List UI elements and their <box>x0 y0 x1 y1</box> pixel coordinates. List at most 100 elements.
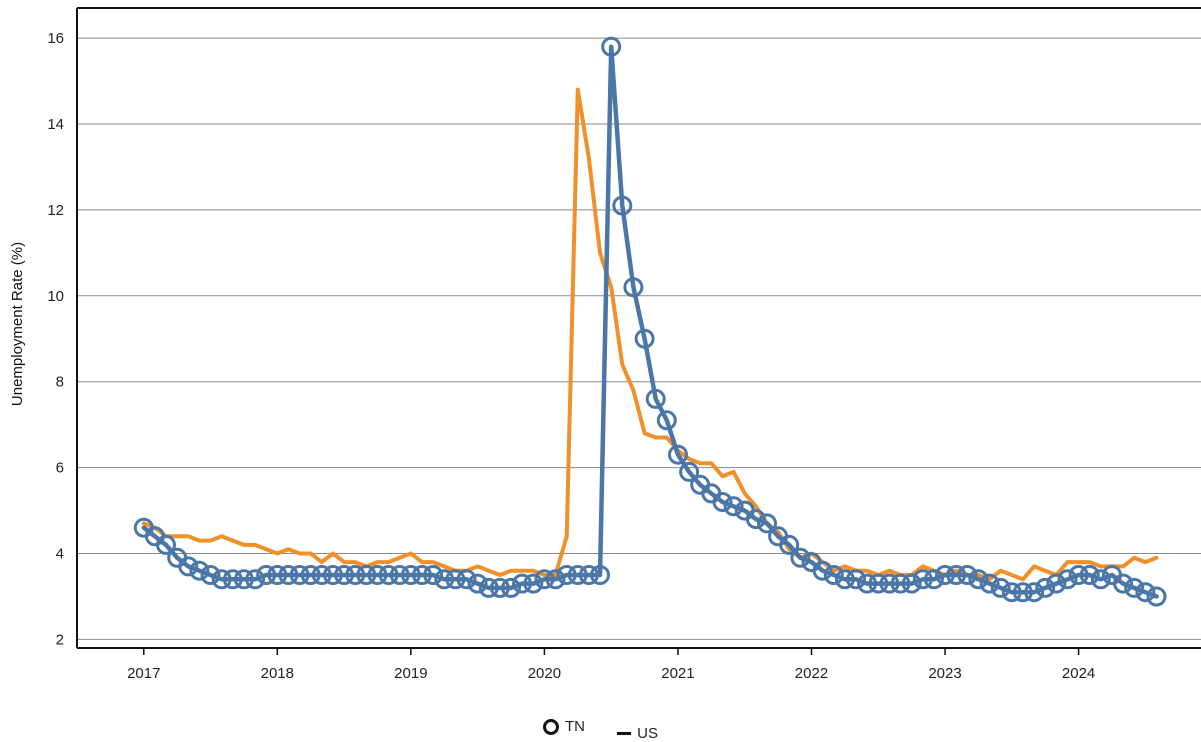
data-point-tn <box>501 577 521 598</box>
data-point-tn <box>423 565 444 585</box>
data-point-tn <box>356 565 377 585</box>
data-point-tn <box>1113 573 1134 594</box>
y-axis-label: Unemployment Rate (%) <box>9 242 26 406</box>
data-point-tn <box>679 461 700 482</box>
data-point-tn <box>334 565 355 585</box>
data-point-tn <box>1057 569 1078 590</box>
data-point-tn <box>868 573 889 594</box>
data-point-tn <box>790 547 811 568</box>
data-point-tn <box>1035 577 1056 598</box>
data-point-tn <box>846 569 866 590</box>
y-tick-label: 16 <box>47 30 64 47</box>
data-point-tn <box>523 573 544 594</box>
data-point-tn <box>256 565 277 585</box>
data-point-tn <box>857 573 878 594</box>
data-point-tn <box>378 565 399 585</box>
data-point-tn <box>489 577 510 598</box>
data-point-tn <box>323 565 343 585</box>
series-us <box>141 87 1159 582</box>
data-point-tn <box>623 277 644 298</box>
data-point-tn <box>178 556 199 577</box>
x-tick-label: 2021 <box>661 665 694 682</box>
data-point-tn <box>1079 565 1100 585</box>
data-point-tn <box>267 565 288 585</box>
data-point-tn <box>300 565 321 585</box>
data-point-tn <box>1012 582 1033 603</box>
data-point-tn <box>1124 577 1145 598</box>
data-point-tn <box>757 513 777 534</box>
data-point-tn <box>534 569 555 590</box>
data-point-tn <box>901 573 922 594</box>
data-point-tn <box>478 577 499 598</box>
series-line-us <box>141 87 1159 582</box>
legend-label-tn: TN <box>564 718 585 735</box>
data-point-tn <box>745 509 766 530</box>
data-point-tn <box>923 569 944 590</box>
data-point-tn <box>222 569 243 590</box>
data-point-tn <box>645 388 666 409</box>
data-point-tn <box>656 410 677 431</box>
data-point-tn <box>968 569 989 590</box>
data-point-tn <box>890 573 911 594</box>
data-point-tn <box>612 195 633 216</box>
y-tick-label: 8 <box>56 374 64 391</box>
data-point-tn <box>367 565 388 585</box>
data-point-tn <box>400 565 421 585</box>
data-point-tn <box>812 560 833 581</box>
data-point-tn <box>345 565 366 585</box>
circle-marker-icon <box>542 718 559 735</box>
y-tick-label: 2 <box>56 631 64 648</box>
data-point-tn <box>935 565 955 585</box>
x-tick-label: 2017 <box>127 665 160 682</box>
data-point-tn <box>545 569 566 590</box>
data-point-tn <box>957 565 978 585</box>
data-point-tn <box>779 534 800 555</box>
x-tick-labels: 2017 2018 2019 2020 2021 2022 2023 2024 <box>127 648 1095 682</box>
series-tn <box>133 36 1167 607</box>
x-tick-label: 2023 <box>928 665 961 682</box>
data-point-tn <box>1146 586 1167 607</box>
legend: TN US <box>0 718 1201 742</box>
data-point-tn <box>1046 573 1067 594</box>
y-tick-label: 12 <box>47 202 64 219</box>
data-point-tn <box>278 565 299 585</box>
x-tick-label: 2022 <box>795 665 828 682</box>
y-tick-label: 6 <box>56 460 64 477</box>
data-point-tn <box>723 496 744 517</box>
data-point-tn <box>156 534 176 555</box>
gridlines <box>77 37 1201 640</box>
x-tick-label: 2024 <box>1062 665 1095 682</box>
data-point-tn <box>467 573 488 594</box>
data-point-tn <box>601 36 622 57</box>
data-point-tn <box>245 569 266 590</box>
data-point-tn <box>990 577 1011 598</box>
y-tick-label: 14 <box>47 116 64 133</box>
series-line-tn <box>141 44 1159 599</box>
data-point-tn <box>456 569 477 590</box>
axes <box>76 7 1201 649</box>
data-point-tn <box>1024 582 1045 603</box>
data-point-tn <box>189 560 210 581</box>
data-point-tn <box>233 569 254 590</box>
data-point-tn <box>668 444 688 465</box>
data-point-tn <box>412 565 432 585</box>
data-point-tn <box>1135 582 1156 603</box>
data-point-tn <box>946 565 967 585</box>
data-point-tn <box>289 565 310 585</box>
data-point-tn <box>712 492 733 512</box>
y-tick-label: 4 <box>56 546 64 563</box>
data-point-tn <box>311 565 332 585</box>
data-point-tn <box>389 565 410 585</box>
data-point-tn <box>434 569 455 590</box>
data-point-tn <box>979 573 1000 594</box>
data-point-tn <box>200 565 221 585</box>
legend-item-tn: TN <box>542 718 585 735</box>
line-marker-icon <box>617 731 632 735</box>
x-tick-label: 2020 <box>528 665 561 682</box>
data-point-tn <box>834 569 855 590</box>
data-point-tn <box>567 565 588 585</box>
data-point-tn <box>556 565 577 585</box>
legend-item-us: US <box>617 725 658 742</box>
data-point-tn <box>578 565 599 585</box>
